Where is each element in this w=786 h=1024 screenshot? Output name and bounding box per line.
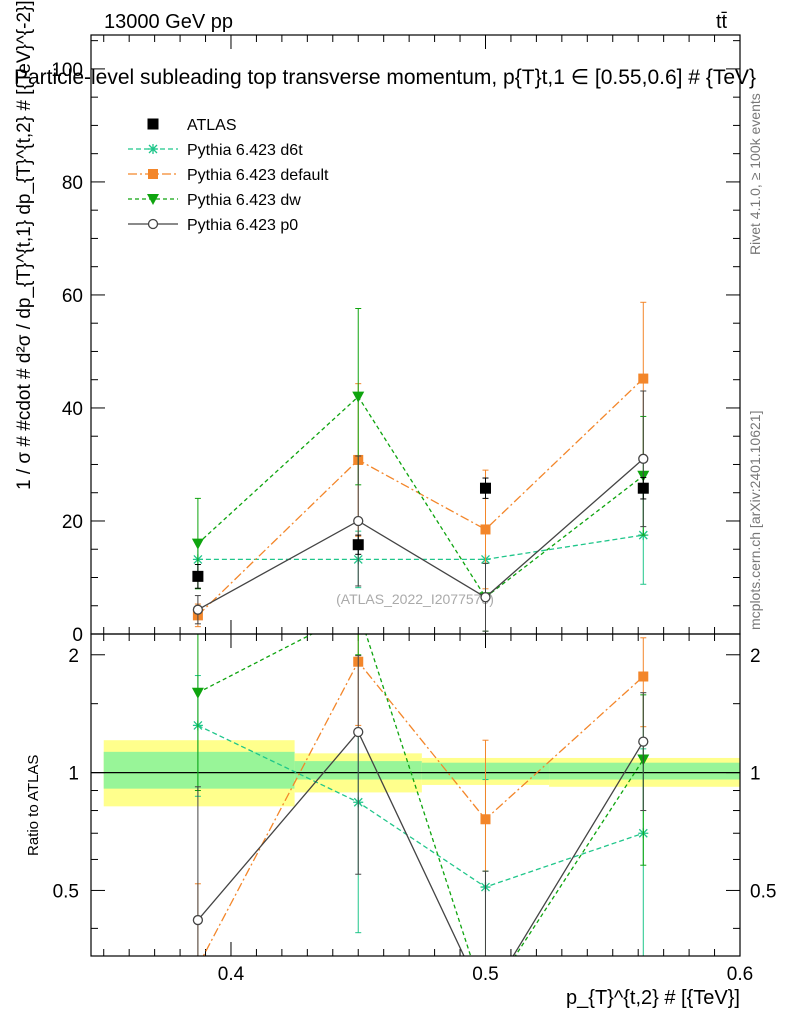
legend-entry: Pythia 6.423 default [128, 167, 329, 184]
data-point [192, 571, 203, 582]
ratio-series-pythia-6-423-d6t [193, 676, 648, 1024]
ratio-series-pythia-6-423-p0 [193, 656, 647, 1024]
chart-canvas: 13000 GeV pp tt̄ Rivet 4.1.0, ≥ 100k eve… [0, 0, 786, 1024]
x-tick-label: 0.4 [218, 964, 245, 985]
ratio-series-pythia-6-423-default [193, 615, 648, 1024]
ratio-point [481, 997, 490, 1006]
ratio-tick-label: 1 [68, 764, 79, 785]
series-line [198, 535, 643, 559]
series-pythia-6-423-default [193, 302, 648, 626]
ratio-tick-label: 2 [68, 646, 79, 667]
ratio-tick-label-right: 2 [750, 646, 761, 667]
main-series-layer [192, 302, 649, 631]
legend-entry: Pythia 6.423 dw [128, 192, 301, 209]
ratio-point [480, 814, 490, 824]
legend-entry-atlas: ATLAS [148, 117, 237, 134]
process-label: tt̄ [716, 11, 728, 33]
legend-entry: Pythia 6.423 p0 [128, 217, 298, 234]
ratio-point [638, 672, 648, 682]
series-point [193, 605, 202, 614]
ratio-point [479, 997, 491, 1008]
mcplots-label: mcplots.cern.ch [arXiv:2401.10621] [747, 411, 763, 630]
ratio-series-line [198, 662, 643, 967]
legend-marker [148, 144, 158, 154]
data-point [480, 483, 491, 494]
data-point [638, 483, 649, 494]
series-pythia-6-423-d6t [193, 486, 648, 593]
series-point [480, 524, 490, 534]
series-pythia-6-423-dw [192, 309, 649, 632]
y-tick-label: 40 [62, 399, 83, 420]
plot-title: Particle-level subleading top transverse… [14, 66, 756, 89]
x-axis-label: p_{T}^{t,2} # [{TeV}] [566, 987, 740, 1009]
legend-marker [149, 220, 158, 229]
y-tick-label: 60 [62, 286, 83, 307]
legend: ATLAS Pythia 6.423 d6t Pythia 6.423 defaul… [128, 117, 329, 234]
series-point [192, 539, 204, 550]
ratio-point [354, 727, 363, 736]
y-tick-label: 80 [62, 173, 83, 194]
series-line [198, 379, 643, 616]
legend-entry: Pythia 6.423 d6t [128, 142, 303, 159]
series-line [198, 459, 643, 610]
series-point [481, 593, 490, 602]
x-tick-label: 0.5 [472, 964, 498, 985]
y-tick-label: 20 [62, 512, 83, 533]
legend-label: Pythia 6.423 dw [187, 192, 301, 209]
ratio-tick-label-right: 0.5 [750, 881, 776, 902]
ratio-point [192, 688, 204, 699]
data-point [353, 539, 364, 550]
ratio-tick-label-right: 1 [750, 764, 761, 785]
rivet-label: Rivet 4.1.0, ≥ 100k events [747, 93, 763, 255]
ratio-y-axis-label: Ratio to ATLAS [25, 755, 42, 856]
legend-label: ATLAS [187, 117, 237, 134]
legend-label: Pythia 6.423 d6t [187, 142, 303, 159]
series-point [639, 454, 648, 463]
y-tick-label: 0 [72, 625, 83, 646]
ratio-point [193, 916, 202, 925]
series-point [354, 516, 363, 525]
ratio-point [639, 737, 648, 746]
legend-marker [148, 119, 159, 130]
ratio-point [193, 961, 203, 971]
legend-marker [148, 169, 158, 179]
x-tick-label: 0.6 [727, 964, 753, 985]
watermark: (ATLAS_2022_I2077575) [336, 591, 494, 607]
legend-label: Pythia 6.423 default [187, 167, 329, 184]
legend-label: Pythia 6.423 p0 [187, 217, 298, 234]
ratio-band-inner [549, 763, 740, 780]
energy-label: 13000 GeV pp [104, 11, 233, 33]
plot-title-text: Particle-level subleading top transverse… [14, 66, 756, 89]
series-point [638, 374, 648, 384]
ratio-axes: 0.5 0.5 1 1 2 2 0.4 0.5 0.6 [53, 634, 777, 985]
y-axis-label: 1 / σ # #cdot # d²σ / dp_{T}^{t,1} dp_{T… [14, 0, 35, 490]
series-line [198, 397, 643, 598]
ratio-tick-label: 0.5 [53, 881, 79, 902]
